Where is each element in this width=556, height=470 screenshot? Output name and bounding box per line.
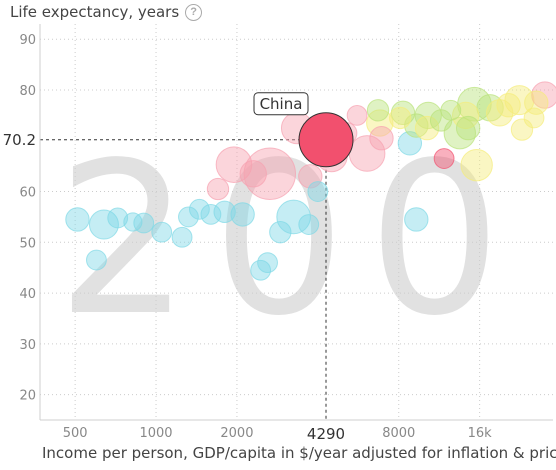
y-axis-title[interactable]: Life expectancy, years <box>10 3 180 21</box>
bubble[interactable] <box>200 203 222 225</box>
bubble[interactable] <box>230 202 255 227</box>
bubble[interactable] <box>239 160 267 188</box>
bubble[interactable] <box>389 106 412 130</box>
bubble[interactable] <box>276 199 311 235</box>
bubble[interactable] <box>414 101 442 130</box>
bubble[interactable] <box>151 221 173 243</box>
x-axis-title[interactable]: Income per person, GDP/capita in $/year … <box>42 444 556 462</box>
china-label[interactable]: China <box>260 95 303 113</box>
bubble[interactable] <box>510 118 534 141</box>
bubble[interactable] <box>257 252 278 274</box>
bubble[interactable] <box>531 81 556 109</box>
bubble[interactable] <box>298 214 320 235</box>
y-tick-label: 50 <box>19 236 36 251</box>
bubble[interactable] <box>452 101 480 130</box>
bubble[interactable] <box>171 226 193 248</box>
y-tick-label: 90 <box>19 33 36 48</box>
bubble[interactable] <box>404 207 429 232</box>
x-tick-label: 2000 <box>220 426 253 441</box>
bubble[interactable] <box>133 212 155 234</box>
bubble[interactable] <box>414 115 440 141</box>
bubble[interactable] <box>178 206 199 228</box>
bubble[interactable] <box>189 198 210 220</box>
y-axis-title-wrap: Life expectancy, years ? <box>10 3 203 21</box>
bubble[interactable] <box>369 126 394 151</box>
bubble[interactable] <box>346 104 368 126</box>
bubble[interactable] <box>457 86 492 122</box>
bubble[interactable] <box>107 207 129 229</box>
y-tick-label: 30 <box>19 338 36 353</box>
bubble[interactable] <box>460 148 493 182</box>
bubble[interactable] <box>215 146 253 183</box>
year-watermark: 200 <box>57 117 524 362</box>
bubble[interactable] <box>496 93 521 118</box>
x-tick-label: 1000 <box>139 426 172 441</box>
x-tick-label: 4290 <box>307 425 345 443</box>
bubble[interactable] <box>213 200 236 224</box>
axes: 20 30 40 50 60 70.2 80 90 500 1000 2000 4290 8000 16k <box>3 24 553 443</box>
bubble[interactable] <box>65 207 90 232</box>
x-tick-label: 16k <box>468 426 493 441</box>
bubble[interactable] <box>455 115 481 141</box>
y-tick-label: 70.2 <box>3 131 36 149</box>
bubble[interactable] <box>206 177 230 201</box>
x-tick-label: 8000 <box>382 426 415 441</box>
help-icon[interactable]: ? <box>185 3 203 21</box>
china-bubble[interactable] <box>298 112 354 168</box>
bubble[interactable] <box>366 99 390 122</box>
bubble[interactable] <box>307 181 329 202</box>
x-tick-label: 500 <box>63 426 88 441</box>
china-label-box <box>253 92 309 116</box>
y-tick-label: 60 <box>19 186 36 201</box>
bubble[interactable] <box>86 249 107 271</box>
year-watermark-text: 200 <box>57 117 524 362</box>
bubble[interactable] <box>523 107 545 129</box>
y-tick-label: 40 <box>19 287 36 302</box>
bubble[interactable] <box>88 209 119 240</box>
grid <box>40 24 553 420</box>
bubble[interactable] <box>269 220 292 244</box>
bubble[interactable] <box>123 212 143 232</box>
bubble[interactable] <box>433 148 455 169</box>
y-tick-label: 80 <box>19 84 36 99</box>
bubble[interactable] <box>440 99 462 121</box>
y-tick-label: 20 <box>19 389 36 404</box>
highlight[interactable]: China <box>253 92 354 168</box>
bubble[interactable] <box>443 116 476 150</box>
